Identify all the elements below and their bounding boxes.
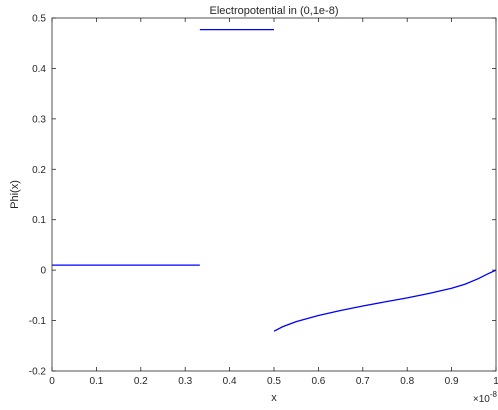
axes-layer: 0 0.1 0.2 0.3 0.4 0.5 0.6 0.7 0.8 0.9 1 -0.2 -0.1 0 0.… [29,14,498,388]
x-exponent: ×10-8 [473,390,498,405]
y-tick-label: 0.1 [32,215,46,226]
y-tick-label: -0.1 [29,316,47,327]
x-tick-label: 0.7 [356,376,370,387]
x-tick-label: 1 [493,376,498,387]
x-tick-label: 0.8 [400,376,414,387]
y-axis-label: Phi(x) [9,180,21,209]
x-tick-label: 0.1 [89,376,103,387]
series-layer [52,28,497,332]
y-tick-label: 0.5 [32,14,46,25]
x-tick-label: 0.5 [267,376,281,387]
y-tick-label: -0.2 [29,367,47,378]
x-axis-label: x [271,392,277,404]
y-tick-label: 0.4 [32,64,46,75]
axes-background [52,18,496,371]
x-tick-label: 0.6 [311,376,325,387]
x-tick-label: 0.9 [445,376,459,387]
x-tick-label: 0.3 [178,376,192,387]
x-tick-label: 0.2 [134,376,148,387]
x-tick-label: 0.4 [223,376,237,387]
y-tick-label: 0.3 [32,114,46,125]
series-line-3 [273,269,497,332]
chart-title: Electropotential in (0,1e-8) [209,5,338,17]
x-exponent-power: -8 [490,390,498,399]
x-exponent-base: ×10 [473,394,490,405]
y-tick-label: 0.2 [32,165,46,176]
y-tick-label: 0 [40,266,46,277]
x-tick-label: 0 [49,376,55,387]
